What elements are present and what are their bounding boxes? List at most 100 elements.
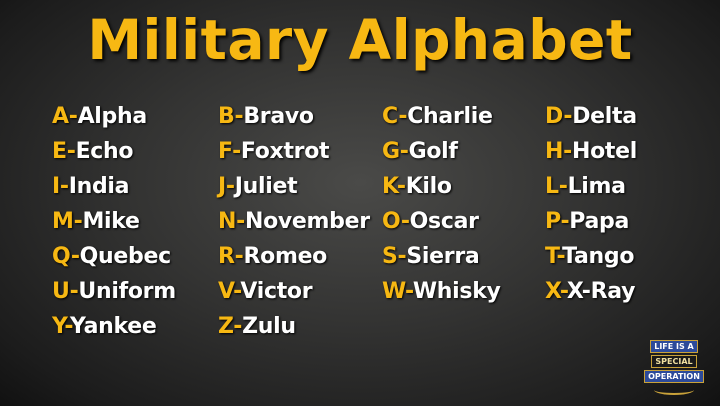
entry-letter: A xyxy=(52,104,69,129)
alphabet-entry: P-Papa xyxy=(545,209,705,244)
entry-letter: R xyxy=(218,244,235,269)
entry-letter: D xyxy=(545,104,564,129)
entry-dash: - xyxy=(234,244,244,269)
entry-word: India xyxy=(68,174,130,199)
alphabet-entry: N-November xyxy=(218,209,382,244)
alphabet-entry: E-Echo xyxy=(52,139,218,174)
entry-dash: - xyxy=(236,209,245,234)
entry-dash: - xyxy=(232,139,241,164)
entry-word: Sierra xyxy=(406,244,480,269)
entry-letter: N xyxy=(218,209,237,234)
entry-dash: - xyxy=(234,104,244,129)
logo-line-3: OPERATION xyxy=(644,370,704,383)
alphabet-entry: Q-Quebec xyxy=(52,244,218,279)
entry-dash: - xyxy=(225,174,235,199)
alphabet-entry: D-Delta xyxy=(545,104,705,139)
alphabet-entry: R-Romeo xyxy=(218,244,382,279)
entry-dash: - xyxy=(398,104,408,129)
entry-letter: B xyxy=(218,104,235,129)
entry-letter: X xyxy=(545,279,560,304)
entry-dash: - xyxy=(70,244,80,269)
entry-dash: - xyxy=(399,139,409,164)
entry-dash: - xyxy=(68,104,78,129)
entry-word: Charlie xyxy=(407,104,493,129)
entry-dash: - xyxy=(233,314,243,339)
entry-letter: J xyxy=(218,174,226,199)
entry-dash: - xyxy=(400,209,410,234)
entry-dash: - xyxy=(59,174,69,199)
entry-dash: - xyxy=(73,209,83,234)
entry-letter: K xyxy=(382,174,397,199)
entry-letter: P xyxy=(545,209,561,234)
entry-letter: S xyxy=(382,244,398,269)
entry-word: Kilo xyxy=(405,174,452,199)
alphabet-entry: M-Mike xyxy=(52,209,218,244)
entry-word: Bravo xyxy=(243,104,314,129)
alphabet-entry: Y-Yankee xyxy=(52,314,218,349)
alphabet-entry: V-Victor xyxy=(218,279,382,314)
page-title: Military Alphabet xyxy=(87,8,633,72)
entry-letter: I xyxy=(52,174,60,199)
brand-logo: LIFE IS A SPECIAL OPERATION xyxy=(643,340,705,395)
entry-dash: - xyxy=(69,279,79,304)
alphabet-entry: X-X-Ray xyxy=(545,279,705,314)
alphabet-entry: O-Oscar xyxy=(382,209,545,244)
alphabet-entry: J-Juliet xyxy=(218,174,382,209)
entry-dash: - xyxy=(397,244,407,269)
alphabet-entry: H-Hotel xyxy=(545,139,705,174)
alphabet-grid: A-Alpha B-Bravo C-Charlie D-Delta E-Echo F-Fo… xyxy=(52,104,705,349)
entry-word: Uniform xyxy=(78,279,176,304)
entry-word: Victor xyxy=(240,279,313,304)
entry-letter: Z xyxy=(218,314,234,339)
alphabet-entry: L-Lima xyxy=(545,174,705,209)
entry-word: Oscar xyxy=(409,209,479,234)
entry-dash: - xyxy=(396,174,406,199)
chevron-icon xyxy=(654,385,694,395)
entry-word: Whisky xyxy=(412,279,501,304)
entry-letter: C xyxy=(382,104,399,129)
alphabet-entry: A-Alpha xyxy=(52,104,218,139)
entry-dash: - xyxy=(559,279,567,304)
entry-word: Alpha xyxy=(77,104,148,129)
alphabet-entry: C-Charlie xyxy=(382,104,545,139)
entry-word: X-Ray xyxy=(566,279,636,304)
alphabet-entry: K-Kilo xyxy=(382,174,545,209)
entry-word: Foxtrot xyxy=(240,139,330,164)
entry-letter: F xyxy=(218,139,233,164)
entry-dash: - xyxy=(64,314,71,339)
entry-word: Delta xyxy=(572,104,637,129)
entry-word: Golf xyxy=(408,139,458,164)
entry-word: Hotel xyxy=(571,139,637,164)
entry-word: Romeo xyxy=(243,244,327,269)
entry-letter: Q xyxy=(52,244,71,269)
entry-letter: U xyxy=(52,279,70,304)
entry-word: Juliet xyxy=(234,174,298,199)
entry-word: Quebec xyxy=(79,244,172,269)
entry-dash: - xyxy=(563,104,573,129)
alphabet-entry: W-Whisky xyxy=(382,279,545,314)
alphabet-entry: Z-Zulu xyxy=(218,314,382,349)
entry-letter: W xyxy=(382,279,405,304)
entry-dash: - xyxy=(558,174,568,199)
logo-line-2: SPECIAL xyxy=(651,355,697,368)
alphabet-entry: T-Tango xyxy=(545,244,705,279)
entry-dash: - xyxy=(233,279,241,304)
entry-dash: - xyxy=(563,139,572,164)
alphabet-entry: I-India xyxy=(52,174,218,209)
entry-letter: H xyxy=(545,139,564,164)
entry-dash: - xyxy=(560,209,570,234)
entry-letter: O xyxy=(382,209,401,234)
entry-word: Echo xyxy=(75,139,134,164)
entry-word: Lima xyxy=(567,174,626,199)
entry-word: Mike xyxy=(82,209,140,234)
alphabet-entry: G-Golf xyxy=(382,139,545,174)
entry-word: November xyxy=(244,209,370,234)
entry-dash: - xyxy=(66,139,76,164)
alphabet-entry: F-Foxtrot xyxy=(218,139,382,174)
entry-letter: T xyxy=(545,244,557,269)
entry-letter: G xyxy=(382,139,400,164)
entry-letter: L xyxy=(545,174,559,199)
alphabet-entry: U-Uniform xyxy=(52,279,218,314)
entry-letter: E xyxy=(52,139,67,164)
alphabet-entry: B-Bravo xyxy=(218,104,382,139)
